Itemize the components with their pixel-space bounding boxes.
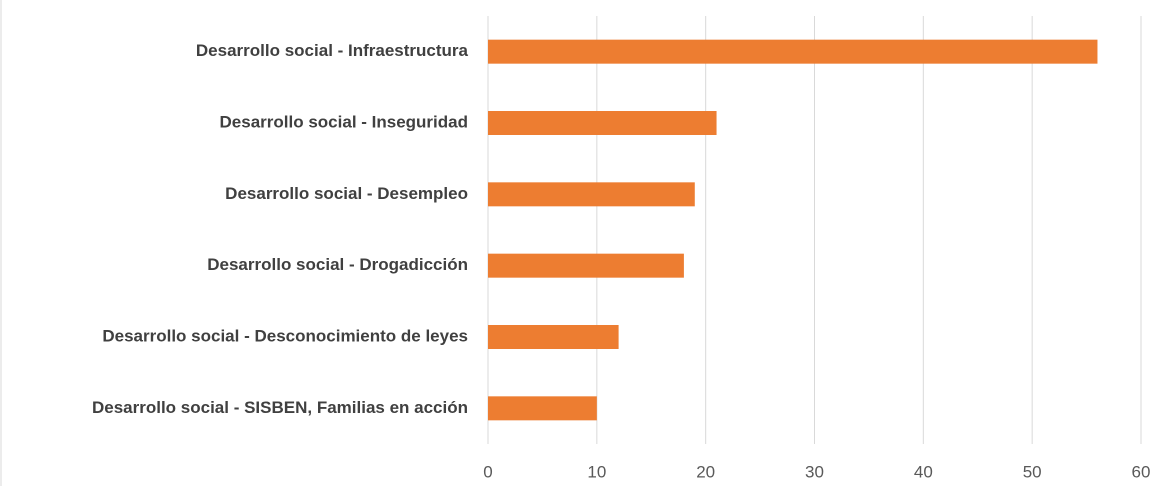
x-tick-label: 40 xyxy=(914,462,933,481)
bar xyxy=(488,396,597,421)
x-tick-label: 30 xyxy=(805,462,824,481)
category-label: Desarrollo social - SISBEN, Familias en … xyxy=(92,398,468,417)
bar xyxy=(488,325,619,349)
category-label: Desarrollo social - Drogadicción xyxy=(207,255,468,274)
x-tick-label: 60 xyxy=(1132,462,1151,481)
bar xyxy=(488,39,1098,64)
x-tick-label: 50 xyxy=(1023,462,1042,481)
category-label: Desarrollo social - Desempleo xyxy=(225,184,468,203)
bar xyxy=(488,182,695,207)
category-label: Desarrollo social - Infraestructura xyxy=(196,41,469,60)
category-label: Desarrollo social - Desconocimiento de l… xyxy=(102,326,468,345)
x-tick-label: 0 xyxy=(483,462,492,481)
x-tick-label: 10 xyxy=(587,462,606,481)
category-label: Desarrollo social - Inseguridad xyxy=(220,112,468,131)
bar xyxy=(488,253,684,278)
x-tick-label: 20 xyxy=(696,462,715,481)
bar xyxy=(488,111,717,135)
